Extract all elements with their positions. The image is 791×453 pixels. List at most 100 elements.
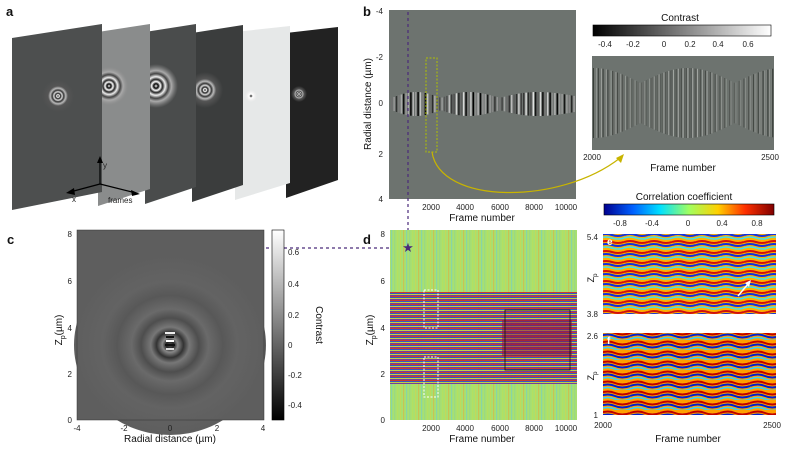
kymo-stripe — [542, 92, 544, 116]
inset-stripe — [685, 68, 687, 138]
panel-b-label: b — [363, 4, 371, 19]
inset-stripe — [625, 75, 626, 131]
inset-stripe — [772, 68, 774, 138]
zp-frame — [76, 229, 265, 421]
d-ylabel: Zp(µm) — [365, 315, 378, 346]
c-ytick-4: 8 — [68, 230, 73, 239]
d-colorbar — [603, 203, 775, 216]
inset-stripe — [653, 76, 655, 130]
inset-stripe — [745, 77, 746, 129]
e-ytick-0: 5.4 — [587, 233, 599, 242]
inset-stripe — [689, 68, 690, 138]
inset-stripe — [609, 70, 610, 136]
kymo-stripe — [532, 92, 534, 116]
kymo-stripe — [535, 92, 537, 116]
inset-stripe — [725, 78, 727, 128]
kymo-stripe — [506, 96, 508, 112]
d-cb-tick-4: 0.8 — [751, 219, 763, 228]
inset-stripe — [700, 69, 702, 137]
inset-stripe — [714, 73, 716, 133]
inset-stripe — [634, 80, 636, 126]
kymo-stripe — [419, 92, 422, 116]
f-ytick-0: 2.6 — [587, 332, 599, 341]
kymo-stripe — [544, 92, 546, 116]
inset-stripe — [761, 71, 762, 135]
inset-stripe — [613, 71, 615, 135]
d-xtick-2: 6000 — [491, 424, 509, 433]
inset-stripe — [668, 70, 670, 136]
frame-ring-6 — [291, 86, 307, 102]
b-colorbar — [592, 24, 772, 37]
inset-stripe — [695, 68, 697, 138]
inset-stripe — [593, 68, 594, 138]
c-xtick-0: -4 — [73, 424, 81, 433]
e-ylabel-sub: p — [593, 273, 599, 277]
kymo-stripe — [400, 94, 402, 114]
kymo-stripe — [487, 94, 489, 114]
e-ytick-1: 3.8 — [587, 310, 599, 319]
inset-stripe — [617, 72, 618, 134]
f-xtick-0: 2000 — [594, 421, 612, 430]
inset-stripe — [637, 81, 639, 125]
c-colorbar — [271, 229, 285, 421]
kymo-stripe — [463, 92, 465, 116]
d-ytick-2: 4 — [381, 324, 386, 333]
inset-stripe — [594, 68, 596, 138]
inset-stripe — [759, 71, 761, 135]
inset-stripe — [633, 79, 634, 127]
kymo-stripe — [434, 95, 436, 113]
b-cb-tick-3: 0.2 — [684, 40, 696, 49]
kymo-stripe — [491, 95, 494, 113]
kymo-stripe — [467, 92, 470, 116]
b-xtick-0: 2000 — [422, 203, 440, 212]
inset-xlabel: Frame number — [650, 163, 716, 174]
zoom-e-arrow — [737, 283, 749, 297]
kymo-stripe — [494, 96, 496, 112]
d-ytick-3: 6 — [381, 277, 386, 286]
inset-stripe — [684, 68, 686, 138]
inset-stripe — [663, 72, 665, 134]
d-cb-tick-2: 0 — [686, 219, 691, 228]
kymo-stripe — [573, 95, 575, 113]
inset-stripe — [746, 77, 748, 129]
inset-stripe — [733, 82, 735, 124]
c-ytick-2: 4 — [68, 324, 73, 333]
kymo-stripe — [515, 94, 518, 114]
kymo-stripe — [518, 93, 520, 115]
kymo-stripe — [453, 93, 455, 115]
d-ytick-1: 2 — [381, 370, 386, 379]
axis-frames-label: frames — [108, 196, 132, 205]
inset-stripe — [604, 69, 606, 137]
b-xtick-3: 8000 — [525, 203, 543, 212]
inset-stripe — [698, 69, 700, 137]
c-colorbar-ticks: 0.6 0.4 0.2 0 -0.2 -0.4 — [288, 248, 302, 410]
frame-sheet-3 — [145, 24, 196, 204]
panel-d-yticks: 8 6 4 2 0 — [381, 230, 386, 425]
inset-stripe — [629, 77, 631, 129]
inset-stripe — [644, 80, 646, 126]
c-xtick-2: 0 — [168, 424, 173, 433]
inset-stripe — [705, 70, 706, 136]
b-ytick-2: 0 — [379, 99, 384, 108]
b-xtick-2: 6000 — [491, 203, 509, 212]
kymo-stripe — [439, 97, 441, 111]
kymo-stripe — [460, 92, 462, 116]
panel-c-xticks: -4 -2 0 2 4 — [73, 424, 265, 433]
kymo-stripe — [412, 92, 414, 116]
svg-text:Zp: Zp — [586, 273, 599, 283]
inset-stripe — [655, 75, 657, 131]
c-ytick-0: 0 — [68, 416, 73, 425]
kymo-stripe — [395, 96, 398, 112]
inset-stripe — [618, 73, 620, 133]
f-ylabel: Zp — [586, 371, 599, 381]
d-xlabel: Frame number — [449, 434, 515, 445]
inset-stripe — [669, 70, 671, 136]
inset-stripe — [665, 71, 666, 135]
kymo-stripe — [503, 96, 506, 112]
kymo-stripe — [561, 93, 563, 115]
zoom-e-arrow-head — [745, 280, 751, 287]
inset-stripe — [649, 78, 650, 128]
kymo-stripe — [455, 93, 458, 115]
kymo-stripe — [405, 93, 407, 115]
inset-stripe — [727, 79, 729, 127]
